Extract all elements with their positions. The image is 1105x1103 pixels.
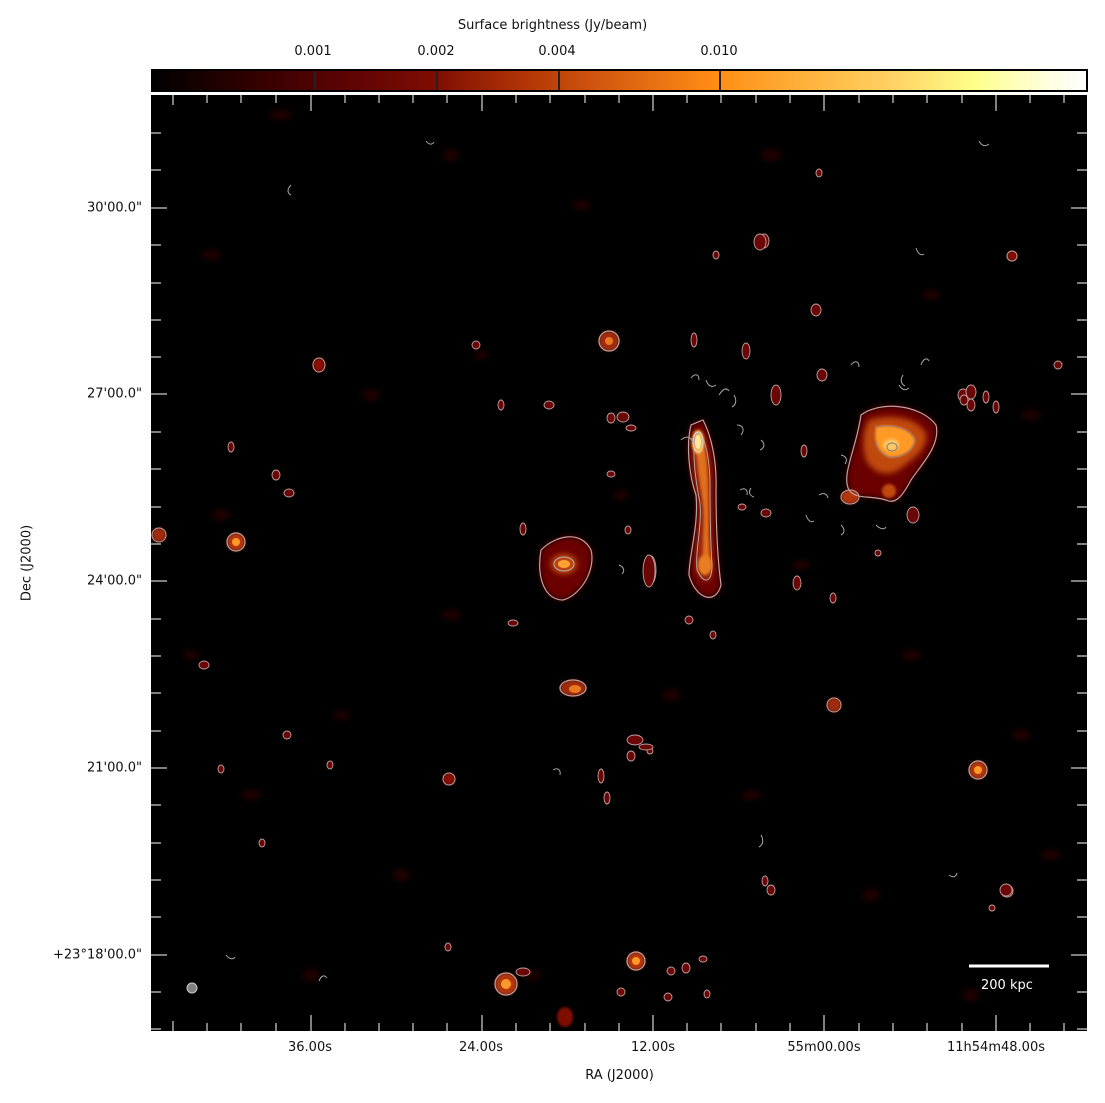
x-tick-label: 24.00s xyxy=(459,1040,503,1055)
point-source xyxy=(559,679,587,697)
x-tick-label: 11h54m48.00s xyxy=(947,1040,1045,1055)
point-source xyxy=(598,330,620,352)
colorbar-tick-label: 0.004 xyxy=(538,44,576,59)
scale-bar-label: 200 kpc xyxy=(981,978,1033,993)
point-source xyxy=(494,972,518,996)
colorbar-tick xyxy=(558,71,560,90)
colorbar-tick-label: 0.001 xyxy=(294,44,332,59)
x-tick-label: 12.00s xyxy=(631,1040,675,1055)
central-elongated-source xyxy=(687,419,722,598)
faint-contour-blobs xyxy=(198,168,1063,1002)
negative-contours xyxy=(225,140,990,982)
point-source xyxy=(557,1007,573,1027)
colorbar-tick xyxy=(314,71,316,90)
radio-image-map xyxy=(151,95,1087,1031)
compact-sources xyxy=(151,250,1018,1027)
right-extended-source xyxy=(840,405,938,505)
y-tick-label: 21'00.0" xyxy=(86,760,142,776)
y-tick-label: 24'00.0" xyxy=(86,573,142,589)
radio-image xyxy=(151,95,1087,1031)
y-tick-label: 30'00.0" xyxy=(86,200,142,216)
y-tick-label: 27'00.0" xyxy=(86,386,142,402)
x-tick-label: 36.00s xyxy=(288,1040,332,1055)
point-source xyxy=(442,772,456,786)
background-noise xyxy=(183,110,1061,1001)
y-axis-label: Dec (J2000) xyxy=(19,524,35,602)
colorbar-tick xyxy=(436,71,438,90)
beam-ellipse xyxy=(186,982,198,994)
point-source xyxy=(226,532,246,552)
axis-ticks xyxy=(151,95,1087,1031)
point-source xyxy=(1006,250,1018,262)
point-source xyxy=(968,760,988,780)
x-axis-label: RA (J2000) xyxy=(585,1068,654,1083)
y-tick-label: +23°18'00.0" xyxy=(53,947,142,963)
left-center-source xyxy=(539,536,593,601)
colorbar xyxy=(151,69,1088,92)
colorbar-tick-label: 0.002 xyxy=(417,44,455,59)
point-source xyxy=(626,951,646,971)
colorbar-tick-label: 0.010 xyxy=(700,44,738,59)
x-tick-label: 55m00.00s xyxy=(787,1040,861,1055)
colorbar-tick xyxy=(719,71,721,90)
point-source xyxy=(151,527,167,543)
point-source xyxy=(312,357,326,373)
colorbar-title: Surface brightness (Jy/beam) xyxy=(457,18,648,33)
point-source xyxy=(826,697,842,713)
